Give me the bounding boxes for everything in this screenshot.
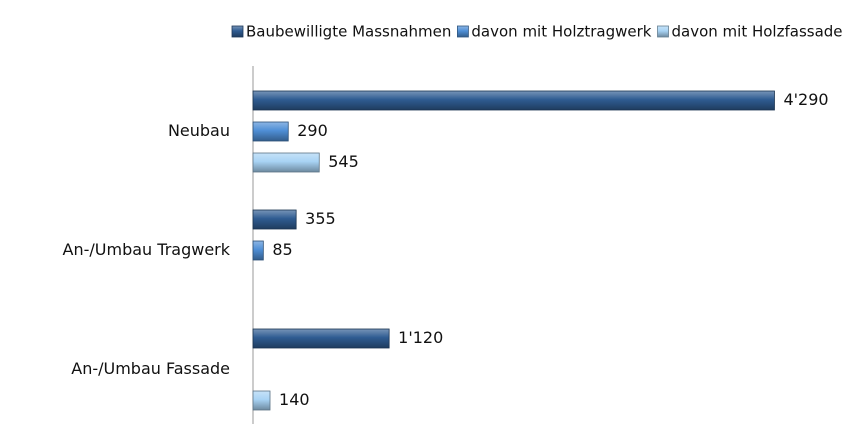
data-label: 85 — [272, 240, 292, 259]
y-tick-label: An-/Umbau Tragwerk — [63, 240, 231, 259]
legend-swatch — [231, 25, 244, 38]
legend-label: Baubewilligte Massnahmen — [246, 23, 451, 41]
data-label: 545 — [328, 152, 359, 171]
y-tick-label: Neubau — [168, 121, 230, 140]
bar — [252, 240, 264, 261]
bar — [252, 390, 271, 411]
legend-swatch — [657, 25, 669, 38]
legend-swatch — [457, 25, 469, 38]
bar — [252, 152, 320, 173]
data-label: 355 — [305, 209, 336, 228]
data-label: 290 — [297, 121, 328, 140]
bar — [252, 209, 297, 230]
legend-label: davon mit Holzfassade — [672, 23, 843, 41]
data-label: 4'290 — [783, 90, 828, 109]
data-label: 1'120 — [398, 328, 443, 347]
bar — [252, 90, 775, 111]
legend-label: davon mit Holztragwerk — [471, 23, 651, 41]
data-label: 140 — [279, 390, 310, 409]
legend: Baubewilligte Massnahmen davon mit Holztr… — [231, 23, 843, 41]
y-tick-label: An-/Umbau Fassade — [71, 359, 230, 378]
bar — [252, 328, 390, 349]
bar — [252, 121, 289, 142]
